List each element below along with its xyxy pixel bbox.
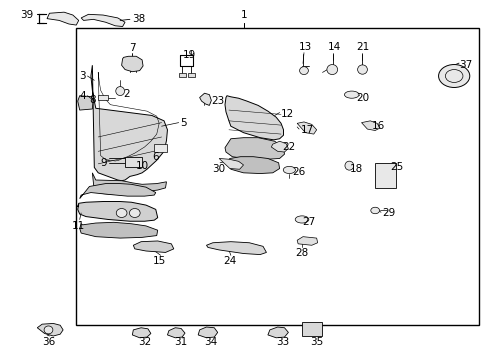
Polygon shape [133,241,173,252]
Polygon shape [81,14,125,27]
Ellipse shape [116,208,127,217]
Text: 25: 25 [389,162,402,172]
Ellipse shape [357,65,366,74]
Circle shape [438,64,469,87]
Text: 19: 19 [183,50,196,60]
Bar [374,163,395,188]
Text: 6: 6 [152,152,159,162]
Ellipse shape [295,216,308,223]
Text: 11: 11 [72,221,85,231]
Ellipse shape [344,161,353,170]
Polygon shape [219,158,243,169]
Polygon shape [297,122,316,134]
Text: 18: 18 [348,164,362,174]
Text: 4: 4 [79,91,86,101]
Polygon shape [361,121,379,131]
Polygon shape [178,73,185,77]
Text: 7: 7 [129,43,135,53]
Text: 1: 1 [241,10,247,21]
Text: 23: 23 [211,96,224,106]
Text: 12: 12 [281,109,294,119]
Ellipse shape [370,207,379,214]
Text: 5: 5 [180,118,186,128]
Polygon shape [91,65,167,181]
Polygon shape [227,157,279,174]
Text: 38: 38 [132,14,145,24]
Text: 26: 26 [292,167,305,177]
Ellipse shape [326,64,337,75]
Text: 27: 27 [302,217,315,227]
Polygon shape [267,327,288,338]
Bar [98,95,108,100]
Text: 35: 35 [309,337,323,347]
Text: 29: 29 [381,208,394,218]
Polygon shape [132,328,151,338]
Bar [76,28,478,325]
Text: 28: 28 [295,248,308,258]
Polygon shape [37,323,63,336]
Text: 32: 32 [138,337,151,347]
Text: 3: 3 [79,71,86,81]
Polygon shape [206,242,266,255]
Polygon shape [199,93,211,105]
Text: 15: 15 [152,256,165,266]
Text: 33: 33 [275,337,288,347]
Text: 24: 24 [223,256,236,266]
Text: 30: 30 [212,164,225,174]
Text: 14: 14 [327,42,341,51]
Text: 21: 21 [355,42,368,51]
Ellipse shape [344,91,358,98]
Text: 9: 9 [100,158,107,168]
Text: 37: 37 [458,60,471,70]
Polygon shape [271,141,288,152]
Polygon shape [80,222,158,238]
Text: 8: 8 [89,95,96,105]
Polygon shape [198,327,217,338]
Text: 10: 10 [136,161,149,171]
Polygon shape [47,12,79,25]
Polygon shape [224,96,283,140]
Polygon shape [78,202,158,221]
Polygon shape [92,173,166,194]
Text: 31: 31 [174,337,187,347]
Ellipse shape [129,208,140,217]
Polygon shape [224,138,284,159]
Text: 22: 22 [282,142,295,152]
Text: 2: 2 [123,89,130,99]
Ellipse shape [283,166,295,174]
Bar [154,144,167,152]
Text: 13: 13 [298,42,311,51]
Polygon shape [122,56,143,72]
Text: 20: 20 [356,93,369,103]
Polygon shape [167,328,184,338]
Polygon shape [297,237,317,245]
Text: 36: 36 [42,337,55,347]
Polygon shape [78,96,93,110]
Polygon shape [80,184,156,199]
Ellipse shape [299,67,308,75]
Ellipse shape [116,87,124,95]
Ellipse shape [44,326,53,334]
Text: 39: 39 [20,10,34,20]
Bar [302,321,321,336]
Text: 16: 16 [371,121,385,131]
Text: 34: 34 [203,337,217,347]
Polygon shape [187,73,194,77]
Bar [125,157,142,167]
Text: 17: 17 [300,125,313,135]
